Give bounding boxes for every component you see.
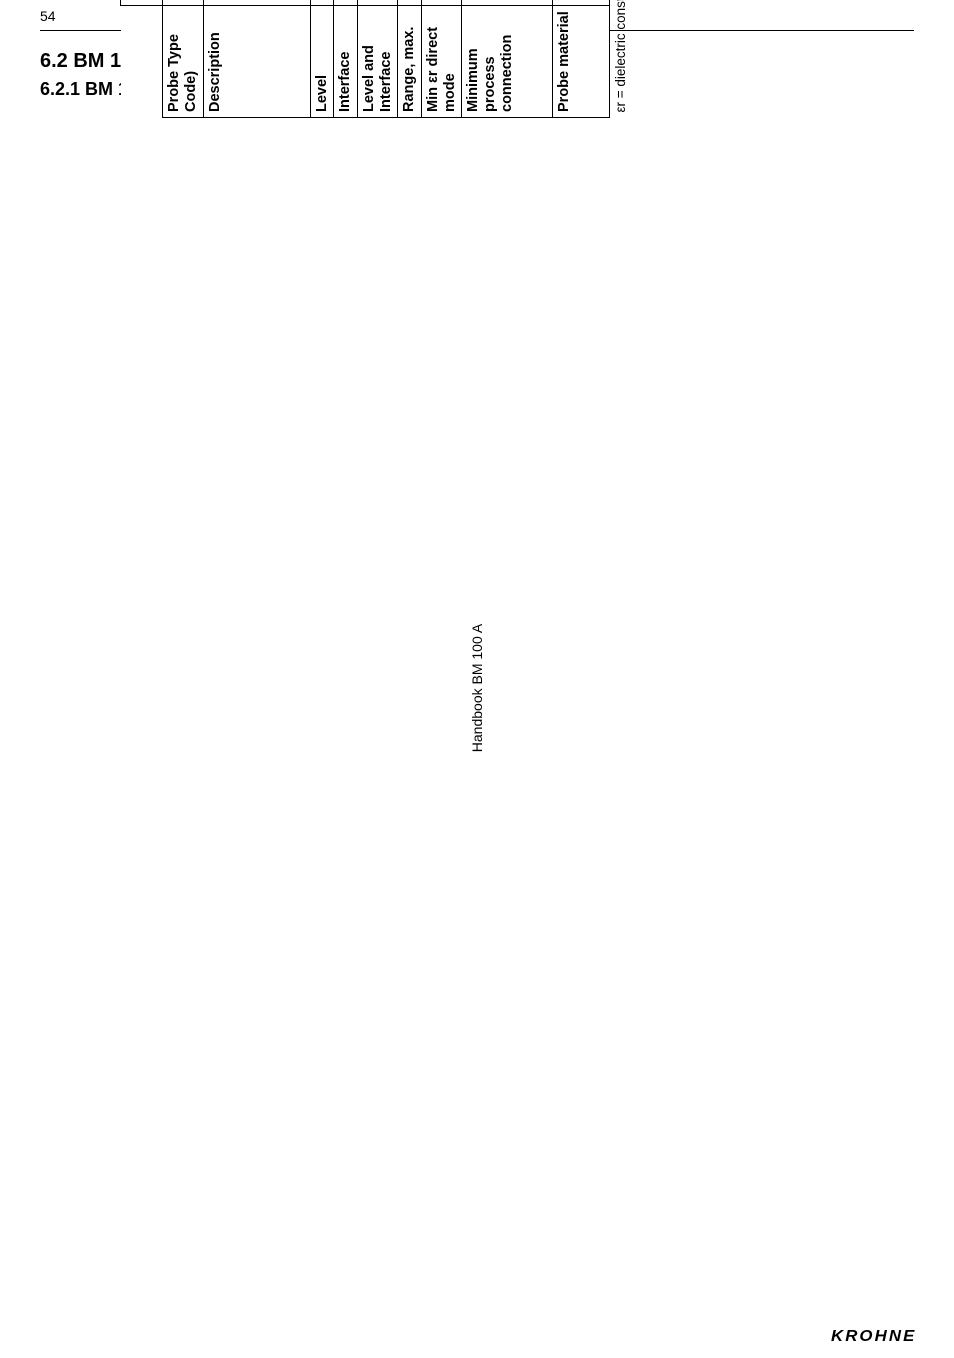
- row-interface: Interface *** *** ***: [334, 0, 358, 118]
- group-granulate: Granulate / solid applications: [121, 0, 163, 5]
- page: 54 6.2 BM 100 A Equipment Architecture 6…: [0, 0, 954, 1358]
- cell: [334, 0, 358, 5]
- row-min-process: Minimum process connection DN50 PN10/16 …: [462, 0, 552, 118]
- row-range-max: Range, max. ≤ 30 m / 98.5ft* ≤ 3 m / 10f…: [398, 0, 422, 118]
- group-blank: [121, 5, 163, 117]
- rowlabel-interface: Interface: [334, 5, 358, 117]
- row-level-and-interface: Level and Interface (Liquid only): [358, 0, 398, 118]
- cell: ≤ 30 m / 98.5ft*: [398, 0, 422, 5]
- rowlabel-min-process: Minimum process connection: [462, 5, 552, 117]
- table-wrap: Granulate / solid applications Liquid / …: [120, 0, 631, 118]
- rowlabel-description: Description: [203, 5, 310, 117]
- cell: [358, 0, 398, 5]
- cell: 1.8: [422, 0, 462, 5]
- row-description: Description Two flexible 316 SS cables w…: [203, 0, 310, 118]
- cell: DN50 PN10/16 2"ANSI 150lbs 2½ "G / 2½ " …: [462, 0, 552, 5]
- rowlabel-material: Probe material: [552, 5, 609, 117]
- row-probe-type: Probe Type Code) Twin cable Ø6mm (B) Twi…: [163, 0, 203, 118]
- row-probe-material: Probe material SS316/316L SS316L HC276 H…: [552, 0, 609, 118]
- rowlabel-probe-type: Probe Type Code): [163, 5, 203, 117]
- cell: [310, 0, 334, 5]
- rowlabel-min-er: Min εr direct mode: [422, 5, 462, 117]
- group-header-row: Granulate / solid applications Liquid / …: [121, 0, 163, 118]
- logo: KROHNE: [831, 1328, 916, 1346]
- cell: Two flexible 316 SS cables with spacers …: [203, 0, 310, 5]
- page-number: 54: [40, 8, 56, 24]
- rowlabel-level: Level: [310, 5, 334, 117]
- rowlabel-level-interface: Level and Interface: [358, 5, 398, 117]
- rowlabel-range: Range, max.: [398, 5, 422, 117]
- footer-center: Handbook BM 100 A: [469, 624, 485, 752]
- options-table: Granulate / solid applications Liquid / …: [120, 0, 631, 118]
- cell: SS316/316L: [552, 0, 609, 5]
- cell: Twin cable Ø6mm (B): [163, 0, 203, 5]
- row-level: Level: [310, 0, 334, 118]
- row-min-er: Min εr direct mode 1.8 1.8 1.4 1.8 2.1 -…: [422, 0, 462, 118]
- footnote-left: εr = dielectric constant of measured pro…: [609, 0, 631, 118]
- row-footnotes: εr = dielectric constant of measured pro…: [609, 0, 631, 118]
